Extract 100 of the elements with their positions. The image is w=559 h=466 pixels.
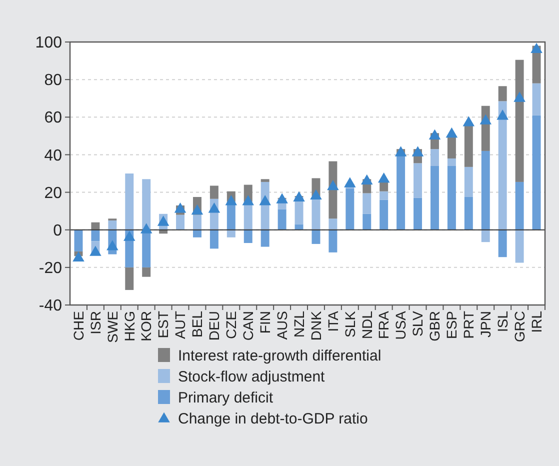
bar xyxy=(515,230,524,263)
bar xyxy=(312,230,320,244)
point xyxy=(90,246,102,256)
point xyxy=(293,191,305,202)
x-tick-label: SLV xyxy=(410,310,426,336)
x-tick-label: ISL xyxy=(494,310,510,332)
point xyxy=(191,204,204,215)
bar xyxy=(380,200,388,230)
x-tick-label: USA xyxy=(392,310,409,340)
bar xyxy=(515,182,524,230)
x-tick-label: PRT xyxy=(460,310,477,339)
bar xyxy=(414,198,422,230)
bar xyxy=(362,193,372,214)
bar xyxy=(125,267,134,290)
bar xyxy=(142,179,151,230)
point xyxy=(530,42,542,54)
point xyxy=(72,251,84,262)
bar xyxy=(430,149,439,166)
point xyxy=(344,177,356,188)
x-tick-label: AUT xyxy=(172,310,188,339)
x-tick-label: FIN xyxy=(256,311,273,334)
y-tick-label: 0 xyxy=(53,222,62,240)
x-tick-label: HKG xyxy=(121,311,138,342)
point xyxy=(242,195,254,206)
x-tick-label: ITA xyxy=(324,310,341,332)
x-tick-label: BEL xyxy=(189,310,206,338)
bar xyxy=(414,163,422,198)
x-tick-label: ISR xyxy=(87,311,104,334)
bar xyxy=(74,230,83,252)
bar xyxy=(328,218,338,230)
x-tick-label: SLK xyxy=(342,310,358,338)
bar xyxy=(192,230,202,238)
x-tick-label: NDL xyxy=(358,310,375,340)
y-tick-label: 100 xyxy=(35,34,62,52)
x-tick-label: DNK xyxy=(308,310,324,341)
x-tick-label: GBR xyxy=(426,311,443,342)
x-tick-label: EST xyxy=(155,310,172,338)
point xyxy=(327,180,339,190)
point xyxy=(428,129,441,140)
bar xyxy=(362,214,372,230)
bar xyxy=(464,166,473,197)
point xyxy=(174,202,186,213)
y-tick-label: 40 xyxy=(44,147,62,164)
point xyxy=(225,195,238,206)
y-tick-label: -20 xyxy=(38,260,62,278)
bar xyxy=(498,101,507,230)
bar xyxy=(328,230,338,252)
legend-label: Change in debt-to-GDP ratio xyxy=(178,410,368,428)
legend-label: Primary deficit xyxy=(178,389,274,406)
y-tick-label: 60 xyxy=(44,110,62,127)
bar xyxy=(210,230,218,249)
legend-label: Stock-flow adjustment xyxy=(178,368,326,386)
x-tick-label: KOR xyxy=(138,311,154,342)
bar xyxy=(108,220,117,230)
bar xyxy=(430,166,439,230)
bar xyxy=(210,186,218,199)
point xyxy=(360,174,373,185)
bar xyxy=(125,174,134,230)
bar xyxy=(176,214,185,230)
y-tick-label: 20 xyxy=(44,184,62,202)
x-tick-label: AUS xyxy=(274,311,290,340)
x-tick-label: NZL xyxy=(290,310,307,338)
bar xyxy=(278,209,286,230)
x-tick-label: ESP xyxy=(444,311,460,340)
point xyxy=(157,216,170,226)
y-tick-label: -40 xyxy=(38,298,62,315)
y-tick-label: 80 xyxy=(44,72,62,90)
bar xyxy=(481,150,490,230)
point xyxy=(276,193,288,204)
x-tick-label: CHE xyxy=(70,311,86,341)
bar xyxy=(447,166,456,230)
point xyxy=(106,240,118,250)
x-tick-label: SWE xyxy=(104,311,120,343)
point xyxy=(514,92,526,102)
bar xyxy=(532,115,541,230)
point xyxy=(208,202,220,213)
x-tick-label: JPN xyxy=(478,311,494,338)
x-tick-label: CZE xyxy=(223,311,240,339)
legend-label: Interest rate-growth differential xyxy=(178,347,382,364)
bar xyxy=(346,188,354,230)
bar xyxy=(91,222,100,230)
bar xyxy=(260,230,270,247)
x-tick-label: FRA xyxy=(376,310,392,339)
x-tick-label: DEU xyxy=(206,311,222,341)
bar xyxy=(498,86,507,102)
point xyxy=(123,230,136,241)
bar xyxy=(447,158,456,166)
bar xyxy=(464,196,473,230)
point xyxy=(446,127,458,138)
x-tick-label: IRL xyxy=(528,310,544,333)
point xyxy=(140,223,152,234)
bar xyxy=(532,83,541,116)
x-tick-label: CAN xyxy=(240,311,256,341)
bar xyxy=(244,230,252,244)
bar xyxy=(515,60,524,182)
bar xyxy=(226,230,236,238)
point xyxy=(462,116,475,126)
bar xyxy=(142,267,151,277)
bar xyxy=(192,214,202,230)
point xyxy=(480,114,492,124)
